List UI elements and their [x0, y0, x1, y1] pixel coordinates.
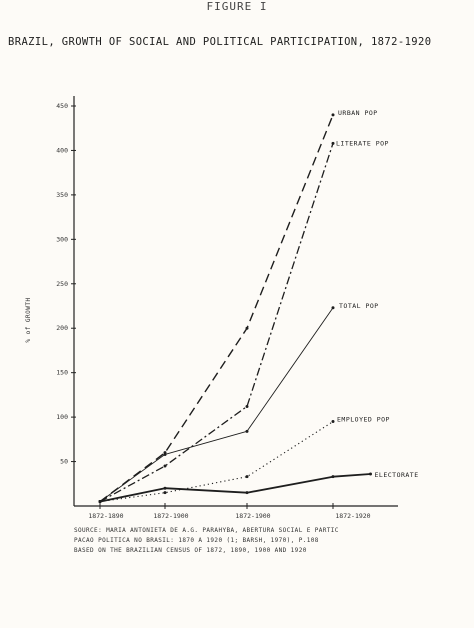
- y-tick-label: 100: [56, 413, 68, 421]
- data-point: [331, 306, 335, 310]
- chart-title: BRAZIL, GROWTH OF SOCIAL AND POLITICAL P…: [8, 36, 432, 48]
- data-point: [163, 452, 167, 456]
- source-line: PACAO POLITICA NO BRASIL: 1870 A 1920 (1…: [74, 537, 319, 544]
- x-tick-label: 1872-1900: [235, 512, 270, 520]
- x-tick-label: 1872-1890: [88, 512, 123, 520]
- data-point: [245, 475, 249, 479]
- data-point: [163, 486, 167, 490]
- data-point: [245, 429, 249, 433]
- y-tick-label: 400: [56, 146, 68, 154]
- data-point: [163, 464, 167, 468]
- y-tick-label: 450: [56, 102, 68, 110]
- series-line: [99, 114, 334, 503]
- source-note: SOURCE: MARIA ANTONIETA DE A.G. PARAHYBA…: [74, 526, 454, 556]
- x-tick-label: 1872-1900: [153, 512, 188, 520]
- source-line: BASED ON THE BRAZILIAN CENSUS OF 1872, 1…: [74, 547, 307, 554]
- y-tick-label: 250: [56, 280, 68, 288]
- series-label: LITERATE POP: [336, 139, 389, 147]
- figure-label: FIGURE I: [206, 0, 268, 13]
- data-point: [98, 500, 102, 504]
- series-line: [99, 143, 334, 503]
- y-tick-label: 50: [60, 458, 68, 466]
- y-tick-label: 150: [56, 369, 68, 377]
- data-point: [331, 420, 335, 424]
- data-point: [245, 404, 249, 408]
- data-point: [331, 141, 335, 145]
- data-point: [163, 491, 167, 495]
- data-point: [369, 472, 372, 476]
- source-line: SOURCE: MARIA ANTONIETA DE A.G. PARAHYBA…: [74, 527, 339, 534]
- x-tick-label: 1872-1920: [335, 512, 370, 520]
- series-line: [99, 473, 371, 503]
- series-label: TOTAL POP: [339, 302, 379, 310]
- y-tick-label: 350: [56, 191, 68, 199]
- y-tick-label: 300: [56, 235, 68, 243]
- data-point: [245, 326, 249, 330]
- y-tick-label: 200: [56, 324, 68, 332]
- series-line: [99, 307, 334, 502]
- y-axis-label: % of GROWTH: [25, 297, 32, 342]
- series-label: EMPLOYED POP: [337, 416, 390, 424]
- series-label: ELECTORATE: [375, 471, 419, 479]
- series-line: [99, 421, 334, 503]
- data-point: [245, 491, 249, 495]
- data-point: [331, 475, 335, 479]
- data-point: [331, 113, 335, 117]
- series-label: URBAN POP: [338, 109, 378, 117]
